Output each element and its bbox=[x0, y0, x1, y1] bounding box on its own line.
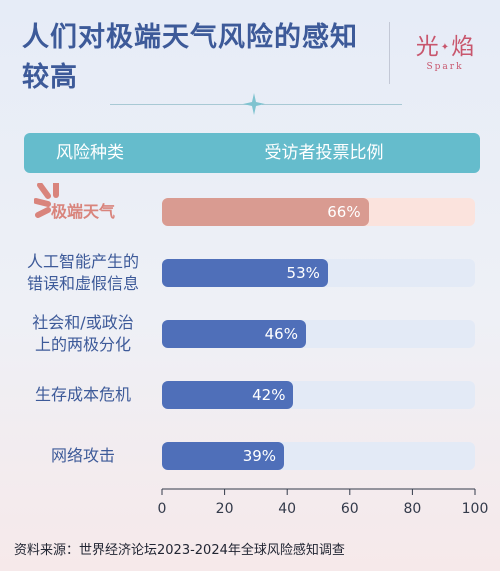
bar-track: 46% bbox=[162, 320, 475, 348]
logo-subtext: Spark bbox=[426, 62, 464, 72]
x-tick-label: 0 bbox=[157, 501, 167, 517]
bar-value-label: 42% bbox=[252, 386, 286, 404]
category-label-line: 人工智能产生的 bbox=[26, 252, 139, 271]
title-divider bbox=[389, 22, 390, 84]
category-label: 社会和/或政治 上的两极分化 bbox=[12, 312, 154, 356]
header-category: 风险种类 bbox=[56, 143, 124, 163]
sparkle-icon bbox=[243, 93, 265, 115]
bar-value-label: 39% bbox=[242, 447, 277, 465]
logo-star-icon: ✦ bbox=[440, 42, 450, 53]
bar-track: 66% bbox=[162, 198, 475, 226]
ornament-line-left bbox=[110, 104, 250, 105]
ornament-line-right bbox=[262, 104, 402, 105]
bar-value-label: 66% bbox=[327, 203, 361, 221]
bar: 46% bbox=[162, 320, 306, 348]
category-label-line: 上的两极分化 bbox=[34, 335, 131, 354]
category-label-line: 网络攻击 bbox=[50, 446, 115, 465]
bar-value-label: 53% bbox=[286, 264, 320, 282]
bar-track: 39% bbox=[162, 442, 475, 470]
logo-char-1: 光 bbox=[415, 34, 439, 60]
category-label-line: 错误和虚假信息 bbox=[26, 274, 139, 293]
bar-track: 42% bbox=[162, 381, 475, 409]
bar-track: 53% bbox=[162, 259, 475, 287]
page-title: 人们对极端天气风险的感知较高 bbox=[22, 22, 358, 93]
x-tick-label: 80 bbox=[403, 501, 422, 517]
x-tick-label: 60 bbox=[340, 501, 359, 517]
logo-char-2: 焰 bbox=[451, 34, 475, 60]
table-header: 风险种类 受访者投票比例 bbox=[24, 133, 480, 173]
brand-logo: 光 ✦焰 Spark bbox=[402, 34, 488, 73]
source-note: 资料来源：世界经济论坛2023-2024年全球风险感知调查 bbox=[14, 543, 345, 558]
category-label: 生存成本危机 bbox=[12, 384, 154, 406]
x-tick-label: 100 bbox=[461, 501, 489, 517]
category-label-line: 极端天气 bbox=[50, 202, 115, 221]
category-label-line: 社会和/或政治 bbox=[32, 313, 134, 332]
bar-value-label: 46% bbox=[264, 325, 298, 343]
category-label: 网络攻击 bbox=[12, 445, 154, 467]
bar: 53% bbox=[162, 259, 328, 287]
category-label: 人工智能产生的 错误和虚假信息 bbox=[12, 251, 154, 295]
x-tick-label: 20 bbox=[215, 501, 234, 517]
bar: 66% bbox=[162, 198, 369, 226]
category-label: 极端天气 bbox=[12, 201, 154, 223]
x-tick-label: 40 bbox=[278, 501, 297, 517]
highlight-burst-icon bbox=[34, 183, 59, 218]
bar: 42% bbox=[162, 381, 294, 409]
bar: 39% bbox=[162, 442, 285, 470]
header-share: 受访者投票比例 bbox=[264, 143, 384, 163]
category-label-line: 生存成本危机 bbox=[34, 385, 131, 404]
